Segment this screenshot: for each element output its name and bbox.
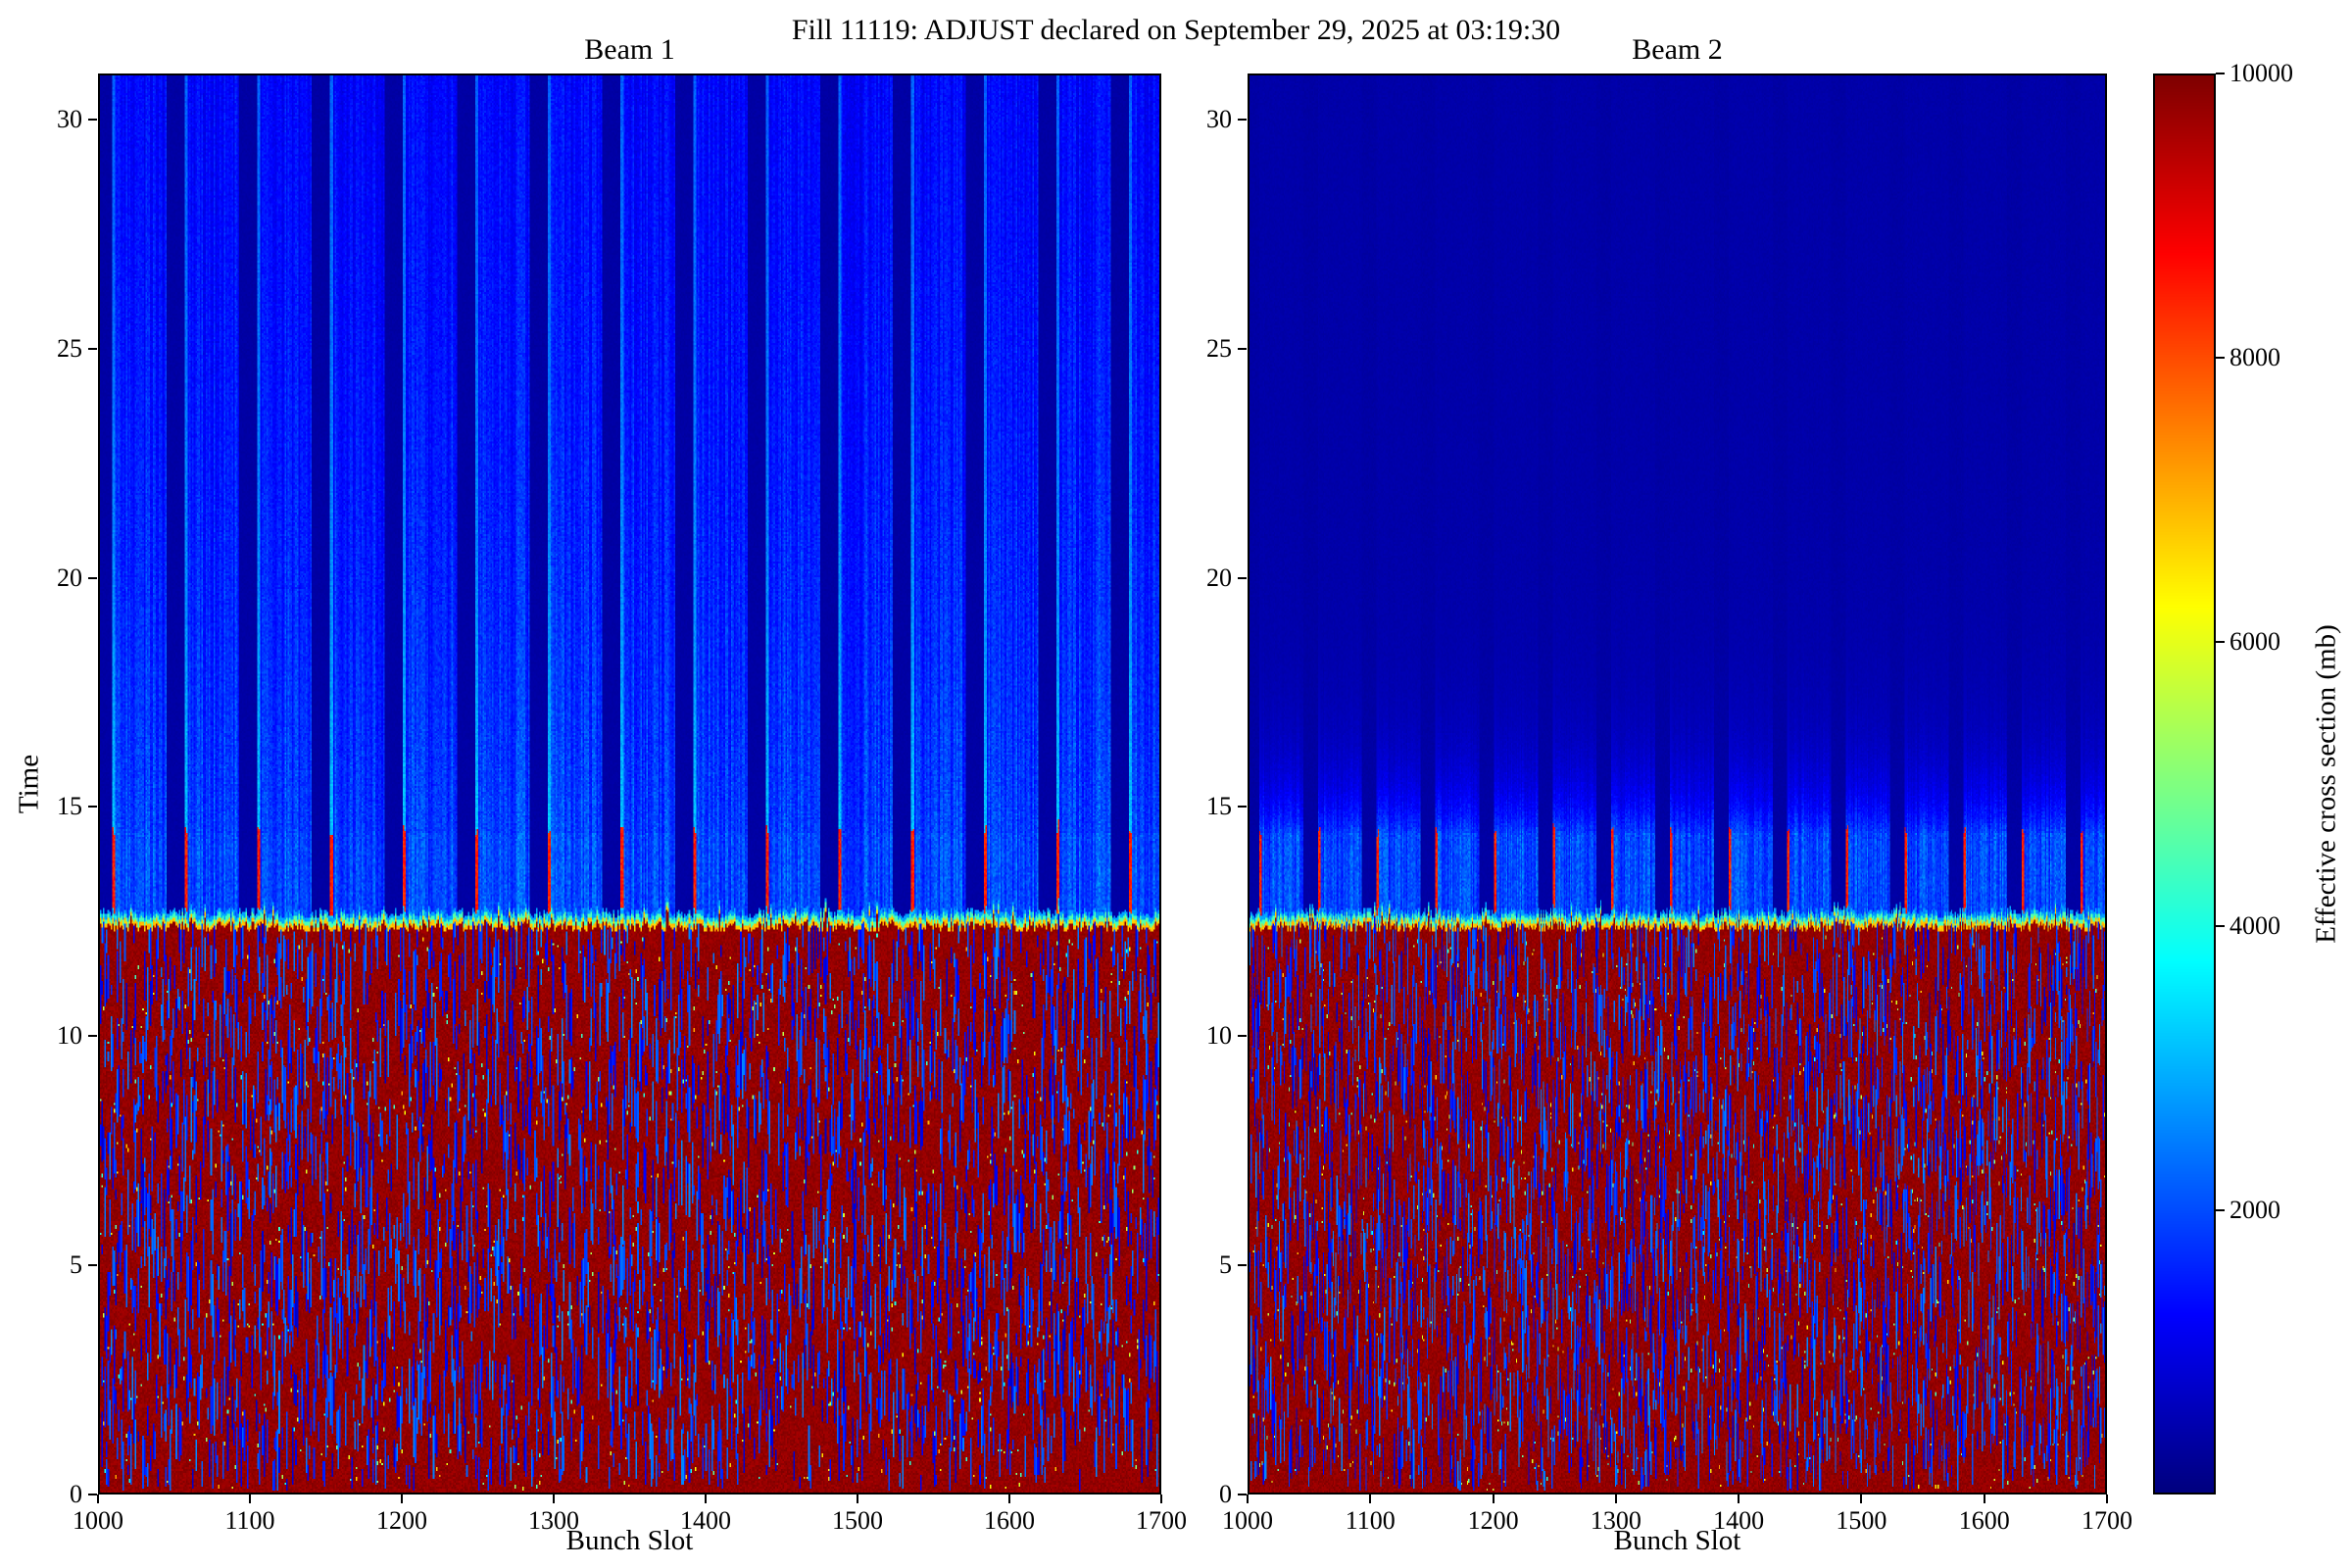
y-tick-label: 10 <box>1206 1021 1232 1051</box>
x-tick-label: 1100 <box>224 1506 275 1535</box>
x-tick-label: 1400 <box>680 1506 731 1535</box>
colorbar-tick-mark <box>2216 1209 2225 1211</box>
y-tick-mark <box>88 576 97 579</box>
x-tick-label: 1300 <box>528 1506 579 1535</box>
y-tick-label: 0 <box>1219 1480 1232 1508</box>
y-tick-label: 5 <box>1219 1250 1232 1280</box>
y-tick-label: 30 <box>57 104 82 133</box>
y-tick-mark <box>1238 576 1247 579</box>
x-tick-mark <box>97 1494 99 1503</box>
y-tick-label: 25 <box>57 333 82 363</box>
heatmap-beam2 <box>1248 74 2107 1494</box>
y-tick-label: 15 <box>1206 792 1232 821</box>
x-tick-mark <box>1983 1494 1985 1503</box>
colorbar-tick-mark <box>2216 925 2225 927</box>
y-tick-label: 20 <box>57 563 82 592</box>
x-tick-label: 1400 <box>1713 1506 1765 1535</box>
x-tick-mark <box>705 1494 707 1503</box>
y-tick-mark <box>88 1035 97 1038</box>
y-tick-mark <box>88 1494 97 1495</box>
x-tick-label: 1500 <box>832 1506 883 1535</box>
colorbar-tick-mark <box>2216 73 2225 74</box>
y-tick-mark <box>1238 806 1247 808</box>
x-tick-mark <box>1614 1494 1617 1503</box>
colorbar-tick-label: 6000 <box>2230 627 2280 656</box>
x-tick-label: 1100 <box>1345 1506 1396 1535</box>
y-tick-label: 10 <box>57 1021 82 1051</box>
colorbar-label: Effective cross section (mb) <box>2310 624 2342 944</box>
y-tick-label: 15 <box>57 792 82 821</box>
x-tick-mark <box>553 1494 555 1503</box>
panel-title-beam1: Beam 1 <box>584 33 675 66</box>
x-tick-mark <box>857 1494 858 1503</box>
y-tick-mark <box>88 347 97 350</box>
colorbar-tick-label: 4000 <box>2230 911 2280 940</box>
colorbar-tick-label: 10000 <box>2230 59 2293 87</box>
y-tick-label: 0 <box>70 1480 82 1508</box>
x-tick-label: 1600 <box>1958 1506 2010 1535</box>
figure-title: Fill 11119: ADJUST declared on September… <box>791 14 1561 46</box>
y-tick-mark <box>1238 1264 1247 1267</box>
x-tick-label: 1700 <box>1136 1506 1187 1535</box>
beam2-heatmap-canvas <box>1250 75 2105 1493</box>
panel-title-beam2: Beam 2 <box>1632 33 1723 66</box>
y-tick-label: 25 <box>1206 333 1232 363</box>
x-tick-mark <box>1860 1494 1863 1503</box>
colorbar-tick-mark <box>2216 641 2225 643</box>
y-tick-label: 20 <box>1206 563 1232 592</box>
x-tick-label: 1000 <box>73 1506 123 1535</box>
x-tick-label: 1200 <box>376 1506 427 1535</box>
x-tick-label: 1300 <box>1590 1506 1642 1535</box>
x-tick-label: 1700 <box>2082 1506 2132 1535</box>
colorbar-tick-label: 2000 <box>2230 1196 2280 1224</box>
x-tick-mark <box>1008 1494 1010 1503</box>
y-tick-mark <box>1238 118 1247 121</box>
x-tick-label: 1500 <box>1836 1506 1887 1535</box>
heatmap-beam1 <box>98 74 1161 1494</box>
x-tick-mark <box>401 1494 403 1503</box>
colorbar-gradient-canvas <box>2155 75 2214 1493</box>
beam1-heatmap-canvas <box>100 75 1159 1493</box>
x-tick-label: 1600 <box>984 1506 1035 1535</box>
y-tick-mark <box>88 806 97 808</box>
y-tick-mark <box>1238 347 1247 350</box>
xlabel-beam1: Bunch Slot <box>565 1525 694 1556</box>
x-tick-mark <box>1247 1494 1249 1503</box>
colorbar-tick-label: 8000 <box>2230 343 2280 371</box>
x-tick-mark <box>1738 1494 1740 1503</box>
x-tick-mark <box>1160 1494 1162 1503</box>
x-tick-label: 1000 <box>1222 1506 1273 1535</box>
x-tick-mark <box>2106 1494 2108 1503</box>
x-tick-mark <box>249 1494 251 1503</box>
x-tick-mark <box>1369 1494 1372 1503</box>
colorbar <box>2153 74 2216 1494</box>
y-tick-mark <box>88 118 97 121</box>
xlabel-beam2: Bunch Slot <box>1613 1525 1741 1556</box>
y-tick-mark <box>1238 1494 1247 1495</box>
x-tick-mark <box>1492 1494 1494 1503</box>
y-tick-label: 30 <box>1206 104 1232 133</box>
y-tick-mark <box>1238 1035 1247 1038</box>
colorbar-tick-mark <box>2216 357 2225 359</box>
y-tick-label: 5 <box>70 1250 82 1280</box>
x-tick-label: 1200 <box>1467 1506 1519 1535</box>
y-tick-mark <box>88 1264 97 1267</box>
